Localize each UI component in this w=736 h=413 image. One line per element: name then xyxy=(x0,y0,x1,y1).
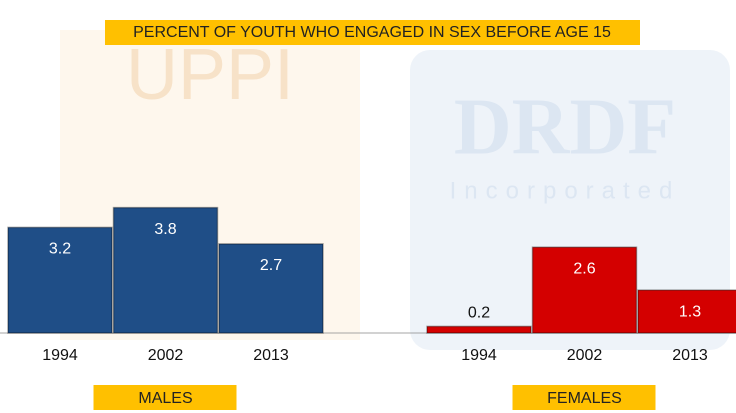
logo-right xyxy=(410,50,730,350)
bar xyxy=(112,206,219,334)
watermark: DRDF xyxy=(454,83,676,171)
data-label: 2.7 xyxy=(260,257,282,274)
data-label: 1.3 xyxy=(679,303,701,320)
x-tick-label: 2002 xyxy=(148,347,184,364)
bar xyxy=(426,325,532,334)
x-tick-label: 2013 xyxy=(672,347,708,364)
watermark: Incorporated xyxy=(450,177,681,204)
bar xyxy=(218,243,324,334)
group-label-bar xyxy=(512,385,656,410)
watermark: UPPI xyxy=(126,35,294,115)
x-tick-label: 2002 xyxy=(567,347,603,364)
bar xyxy=(531,246,638,334)
data-label: 3.2 xyxy=(49,241,71,258)
x-tick-label: 1994 xyxy=(42,347,78,364)
data-label: 3.8 xyxy=(154,221,176,238)
group-label: MALES xyxy=(138,390,192,407)
data-label: 2.6 xyxy=(573,260,595,277)
data-label: 0.2 xyxy=(468,305,490,322)
x-tick-label: 2013 xyxy=(253,347,289,364)
bar xyxy=(637,289,736,334)
chart-title: PERCENT OF YOUTH WHO ENGAGED IN SEX BEFO… xyxy=(133,24,611,41)
bar xyxy=(7,226,113,334)
group-label: FEMALES xyxy=(547,390,622,407)
title-bar xyxy=(105,20,640,45)
x-tick-label: 1994 xyxy=(461,347,497,364)
group-label-bar xyxy=(93,385,237,410)
